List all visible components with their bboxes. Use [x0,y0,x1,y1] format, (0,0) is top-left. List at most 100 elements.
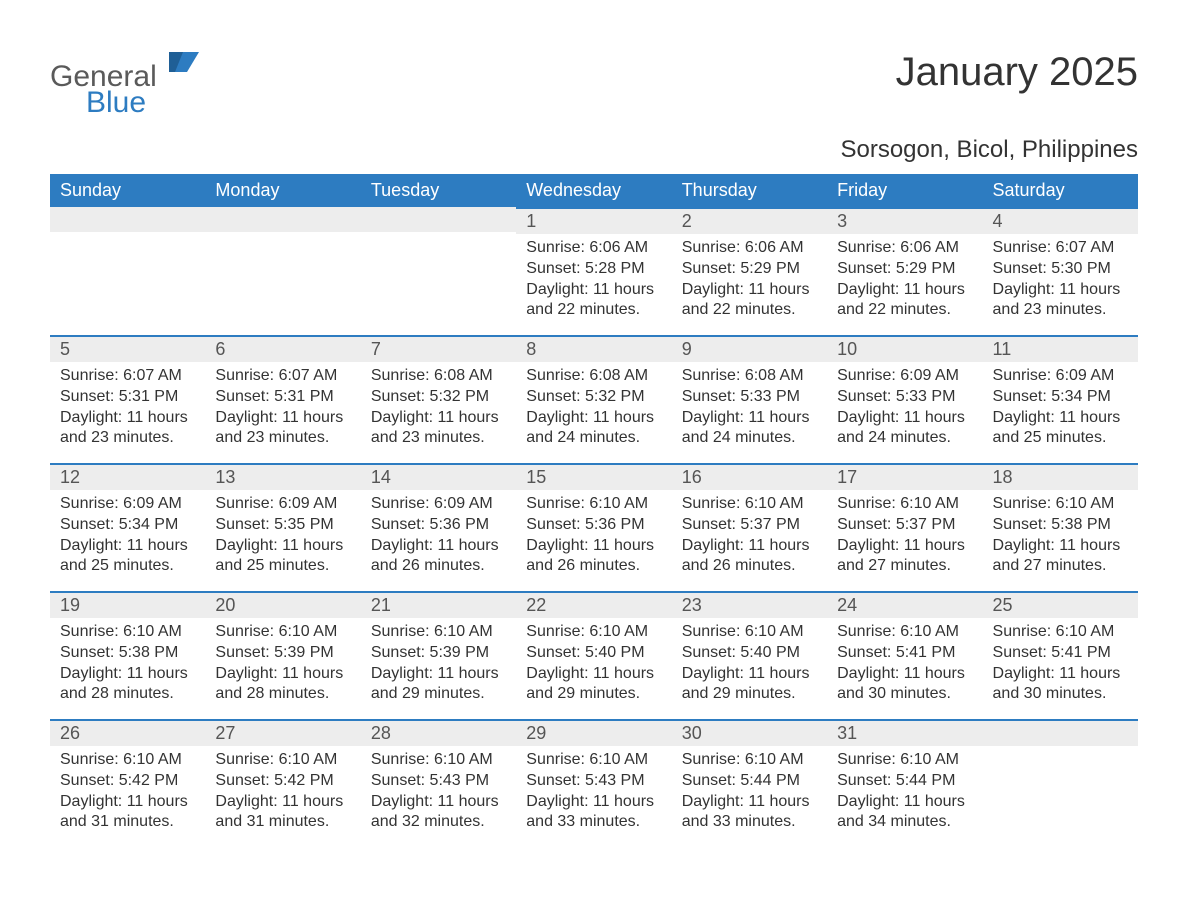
weekday-header: Monday [205,174,360,207]
day-details: Sunrise: 6:10 AMSunset: 5:41 PMDaylight:… [983,618,1138,713]
sunset-line: Sunset: 5:43 PM [526,771,661,792]
sunset-line: Sunset: 5:39 PM [371,643,506,664]
day-number: 17 [827,463,982,490]
day-number: 1 [516,207,671,234]
day-number: 20 [205,591,360,618]
weekday-header: Sunday [50,174,205,207]
sunrise-line: Sunrise: 6:08 AM [526,366,661,387]
calendar-cell: 25Sunrise: 6:10 AMSunset: 5:41 PMDayligh… [983,591,1138,719]
day-details: Sunrise: 6:09 AMSunset: 5:35 PMDaylight:… [205,490,360,585]
day-details: Sunrise: 6:10 AMSunset: 5:39 PMDaylight:… [361,618,516,713]
sunrise-line: Sunrise: 6:10 AM [215,622,350,643]
sunset-line: Sunset: 5:38 PM [993,515,1128,536]
sunset-line: Sunset: 5:44 PM [837,771,972,792]
daylight-line: Daylight: 11 hours and 28 minutes. [215,664,350,706]
calendar-cell: 11Sunrise: 6:09 AMSunset: 5:34 PMDayligh… [983,335,1138,463]
weekday-header: Wednesday [516,174,671,207]
logo: General Blue [50,50,203,118]
calendar-cell [50,207,205,335]
daylight-line: Daylight: 11 hours and 22 minutes. [526,280,661,322]
calendar-cell: 23Sunrise: 6:10 AMSunset: 5:40 PMDayligh… [672,591,827,719]
daylight-line: Daylight: 11 hours and 27 minutes. [993,536,1128,578]
sunrise-line: Sunrise: 6:06 AM [526,238,661,259]
sunrise-line: Sunrise: 6:07 AM [993,238,1128,259]
daylight-line: Daylight: 11 hours and 29 minutes. [526,664,661,706]
day-details: Sunrise: 6:08 AMSunset: 5:32 PMDaylight:… [516,362,671,457]
day-details: Sunrise: 6:09 AMSunset: 5:34 PMDaylight:… [983,362,1138,457]
day-details: Sunrise: 6:10 AMSunset: 5:37 PMDaylight:… [672,490,827,585]
day-number: 21 [361,591,516,618]
calendar-cell: 5Sunrise: 6:07 AMSunset: 5:31 PMDaylight… [50,335,205,463]
calendar-body: 1Sunrise: 6:06 AMSunset: 5:28 PMDaylight… [50,207,1138,847]
logo-flag-icon [169,50,203,72]
day-number: 24 [827,591,982,618]
sunrise-line: Sunrise: 6:10 AM [993,622,1128,643]
sunrise-line: Sunrise: 6:09 AM [371,494,506,515]
sunset-line: Sunset: 5:41 PM [993,643,1128,664]
calendar-row: 1Sunrise: 6:06 AMSunset: 5:28 PMDaylight… [50,207,1138,335]
day-details: Sunrise: 6:06 AMSunset: 5:28 PMDaylight:… [516,234,671,329]
sunrise-line: Sunrise: 6:10 AM [837,750,972,771]
day-number: 18 [983,463,1138,490]
calendar-cell: 28Sunrise: 6:10 AMSunset: 5:43 PMDayligh… [361,719,516,847]
daylight-line: Daylight: 11 hours and 33 minutes. [526,792,661,834]
daylight-line: Daylight: 11 hours and 32 minutes. [371,792,506,834]
calendar-cell: 9Sunrise: 6:08 AMSunset: 5:33 PMDaylight… [672,335,827,463]
title-block: January 2025 [896,50,1138,95]
day-details: Sunrise: 6:06 AMSunset: 5:29 PMDaylight:… [672,234,827,329]
daylight-line: Daylight: 11 hours and 29 minutes. [371,664,506,706]
day-number: 31 [827,719,982,746]
day-number: 2 [672,207,827,234]
sunset-line: Sunset: 5:39 PM [215,643,350,664]
empty-day-bar [361,207,516,232]
sunset-line: Sunset: 5:36 PM [371,515,506,536]
sunset-line: Sunset: 5:31 PM [60,387,195,408]
daylight-line: Daylight: 11 hours and 30 minutes. [837,664,972,706]
sunrise-line: Sunrise: 6:06 AM [837,238,972,259]
weekday-header: Thursday [672,174,827,207]
calendar-cell [361,207,516,335]
calendar-cell: 18Sunrise: 6:10 AMSunset: 5:38 PMDayligh… [983,463,1138,591]
daylight-line: Daylight: 11 hours and 23 minutes. [371,408,506,450]
day-details: Sunrise: 6:06 AMSunset: 5:29 PMDaylight:… [827,234,982,329]
day-number: 5 [50,335,205,362]
daylight-line: Daylight: 11 hours and 29 minutes. [682,664,817,706]
day-number: 16 [672,463,827,490]
daylight-line: Daylight: 11 hours and 33 minutes. [682,792,817,834]
daylight-line: Daylight: 11 hours and 25 minutes. [60,536,195,578]
sunrise-line: Sunrise: 6:10 AM [526,750,661,771]
sunset-line: Sunset: 5:32 PM [526,387,661,408]
day-number: 19 [50,591,205,618]
day-details: Sunrise: 6:10 AMSunset: 5:42 PMDaylight:… [205,746,360,841]
sunset-line: Sunset: 5:32 PM [371,387,506,408]
calendar-cell: 13Sunrise: 6:09 AMSunset: 5:35 PMDayligh… [205,463,360,591]
day-number: 7 [361,335,516,362]
calendar-cell: 21Sunrise: 6:10 AMSunset: 5:39 PMDayligh… [361,591,516,719]
day-details: Sunrise: 6:08 AMSunset: 5:33 PMDaylight:… [672,362,827,457]
daylight-line: Daylight: 11 hours and 26 minutes. [682,536,817,578]
sunset-line: Sunset: 5:37 PM [837,515,972,536]
sunrise-line: Sunrise: 6:10 AM [60,750,195,771]
month-title: January 2025 [896,50,1138,95]
weekday-header: Saturday [983,174,1138,207]
sunset-line: Sunset: 5:31 PM [215,387,350,408]
day-details: Sunrise: 6:10 AMSunset: 5:44 PMDaylight:… [827,746,982,841]
sunset-line: Sunset: 5:42 PM [215,771,350,792]
sunset-line: Sunset: 5:40 PM [682,643,817,664]
daylight-line: Daylight: 11 hours and 26 minutes. [371,536,506,578]
calendar-row: 12Sunrise: 6:09 AMSunset: 5:34 PMDayligh… [50,463,1138,591]
day-details: Sunrise: 6:07 AMSunset: 5:31 PMDaylight:… [205,362,360,457]
daylight-line: Daylight: 11 hours and 23 minutes. [215,408,350,450]
daylight-line: Daylight: 11 hours and 31 minutes. [60,792,195,834]
day-number: 28 [361,719,516,746]
calendar-table: Sunday Monday Tuesday Wednesday Thursday… [50,174,1138,847]
sunrise-line: Sunrise: 6:10 AM [371,750,506,771]
day-details: Sunrise: 6:07 AMSunset: 5:30 PMDaylight:… [983,234,1138,329]
day-number: 22 [516,591,671,618]
calendar-cell: 16Sunrise: 6:10 AMSunset: 5:37 PMDayligh… [672,463,827,591]
calendar-cell: 27Sunrise: 6:10 AMSunset: 5:42 PMDayligh… [205,719,360,847]
calendar-cell: 12Sunrise: 6:09 AMSunset: 5:34 PMDayligh… [50,463,205,591]
calendar-cell: 1Sunrise: 6:06 AMSunset: 5:28 PMDaylight… [516,207,671,335]
day-number: 10 [827,335,982,362]
daylight-line: Daylight: 11 hours and 22 minutes. [682,280,817,322]
